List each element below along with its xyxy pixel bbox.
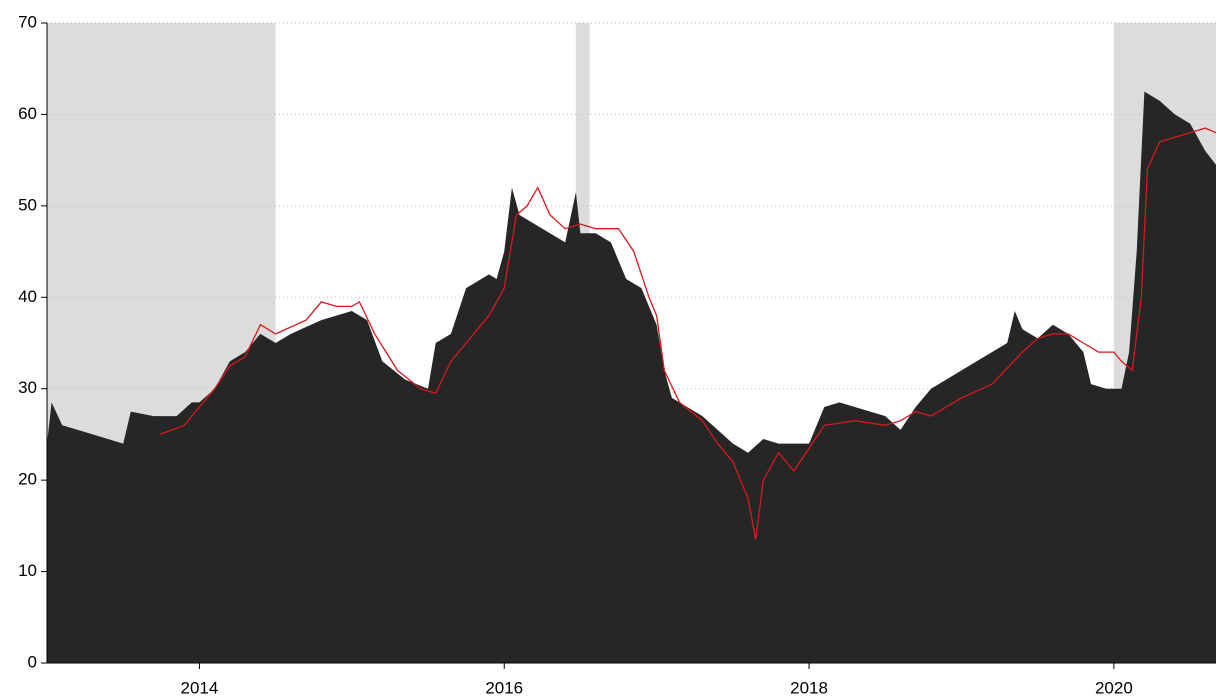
x-tick-label: 2020 bbox=[1095, 678, 1133, 697]
y-tick-label: 0 bbox=[28, 652, 37, 671]
y-tick-label: 30 bbox=[18, 378, 37, 397]
y-tick-label: 20 bbox=[18, 470, 37, 489]
y-tick-label: 70 bbox=[18, 12, 37, 31]
line bbox=[159, 127, 1216, 540]
area bbox=[47, 91, 1216, 664]
y-tick-label: 10 bbox=[18, 561, 37, 580]
x-tick-label: 2016 bbox=[485, 678, 523, 697]
x-tick-label: 2014 bbox=[180, 678, 218, 697]
y-tick-label: 40 bbox=[18, 287, 37, 306]
y-tick-label: 60 bbox=[18, 104, 37, 123]
y-tick-label: 50 bbox=[18, 195, 37, 214]
x-tick-label: 2018 bbox=[790, 678, 828, 697]
